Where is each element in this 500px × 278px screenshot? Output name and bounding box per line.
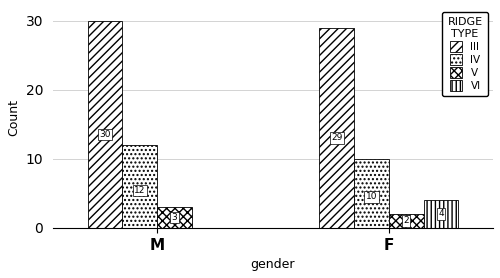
Text: 3: 3	[172, 213, 177, 222]
Bar	[389, 214, 424, 228]
Text: 4: 4	[438, 210, 444, 219]
Bar	[157, 207, 192, 228]
Bar	[320, 28, 354, 228]
Bar	[354, 159, 389, 228]
Bar	[88, 21, 122, 228]
Bar	[122, 145, 157, 228]
Bar	[424, 200, 458, 228]
Text: 10: 10	[366, 192, 377, 201]
Legend: III, IV, V, VI: III, IV, V, VI	[442, 12, 488, 96]
Text: 12: 12	[134, 186, 145, 195]
Y-axis label: Count: Count	[7, 99, 20, 136]
Text: 30: 30	[99, 130, 110, 139]
X-axis label: gender: gender	[250, 258, 295, 271]
Text: 29: 29	[331, 133, 342, 142]
Text: 2: 2	[404, 216, 409, 225]
